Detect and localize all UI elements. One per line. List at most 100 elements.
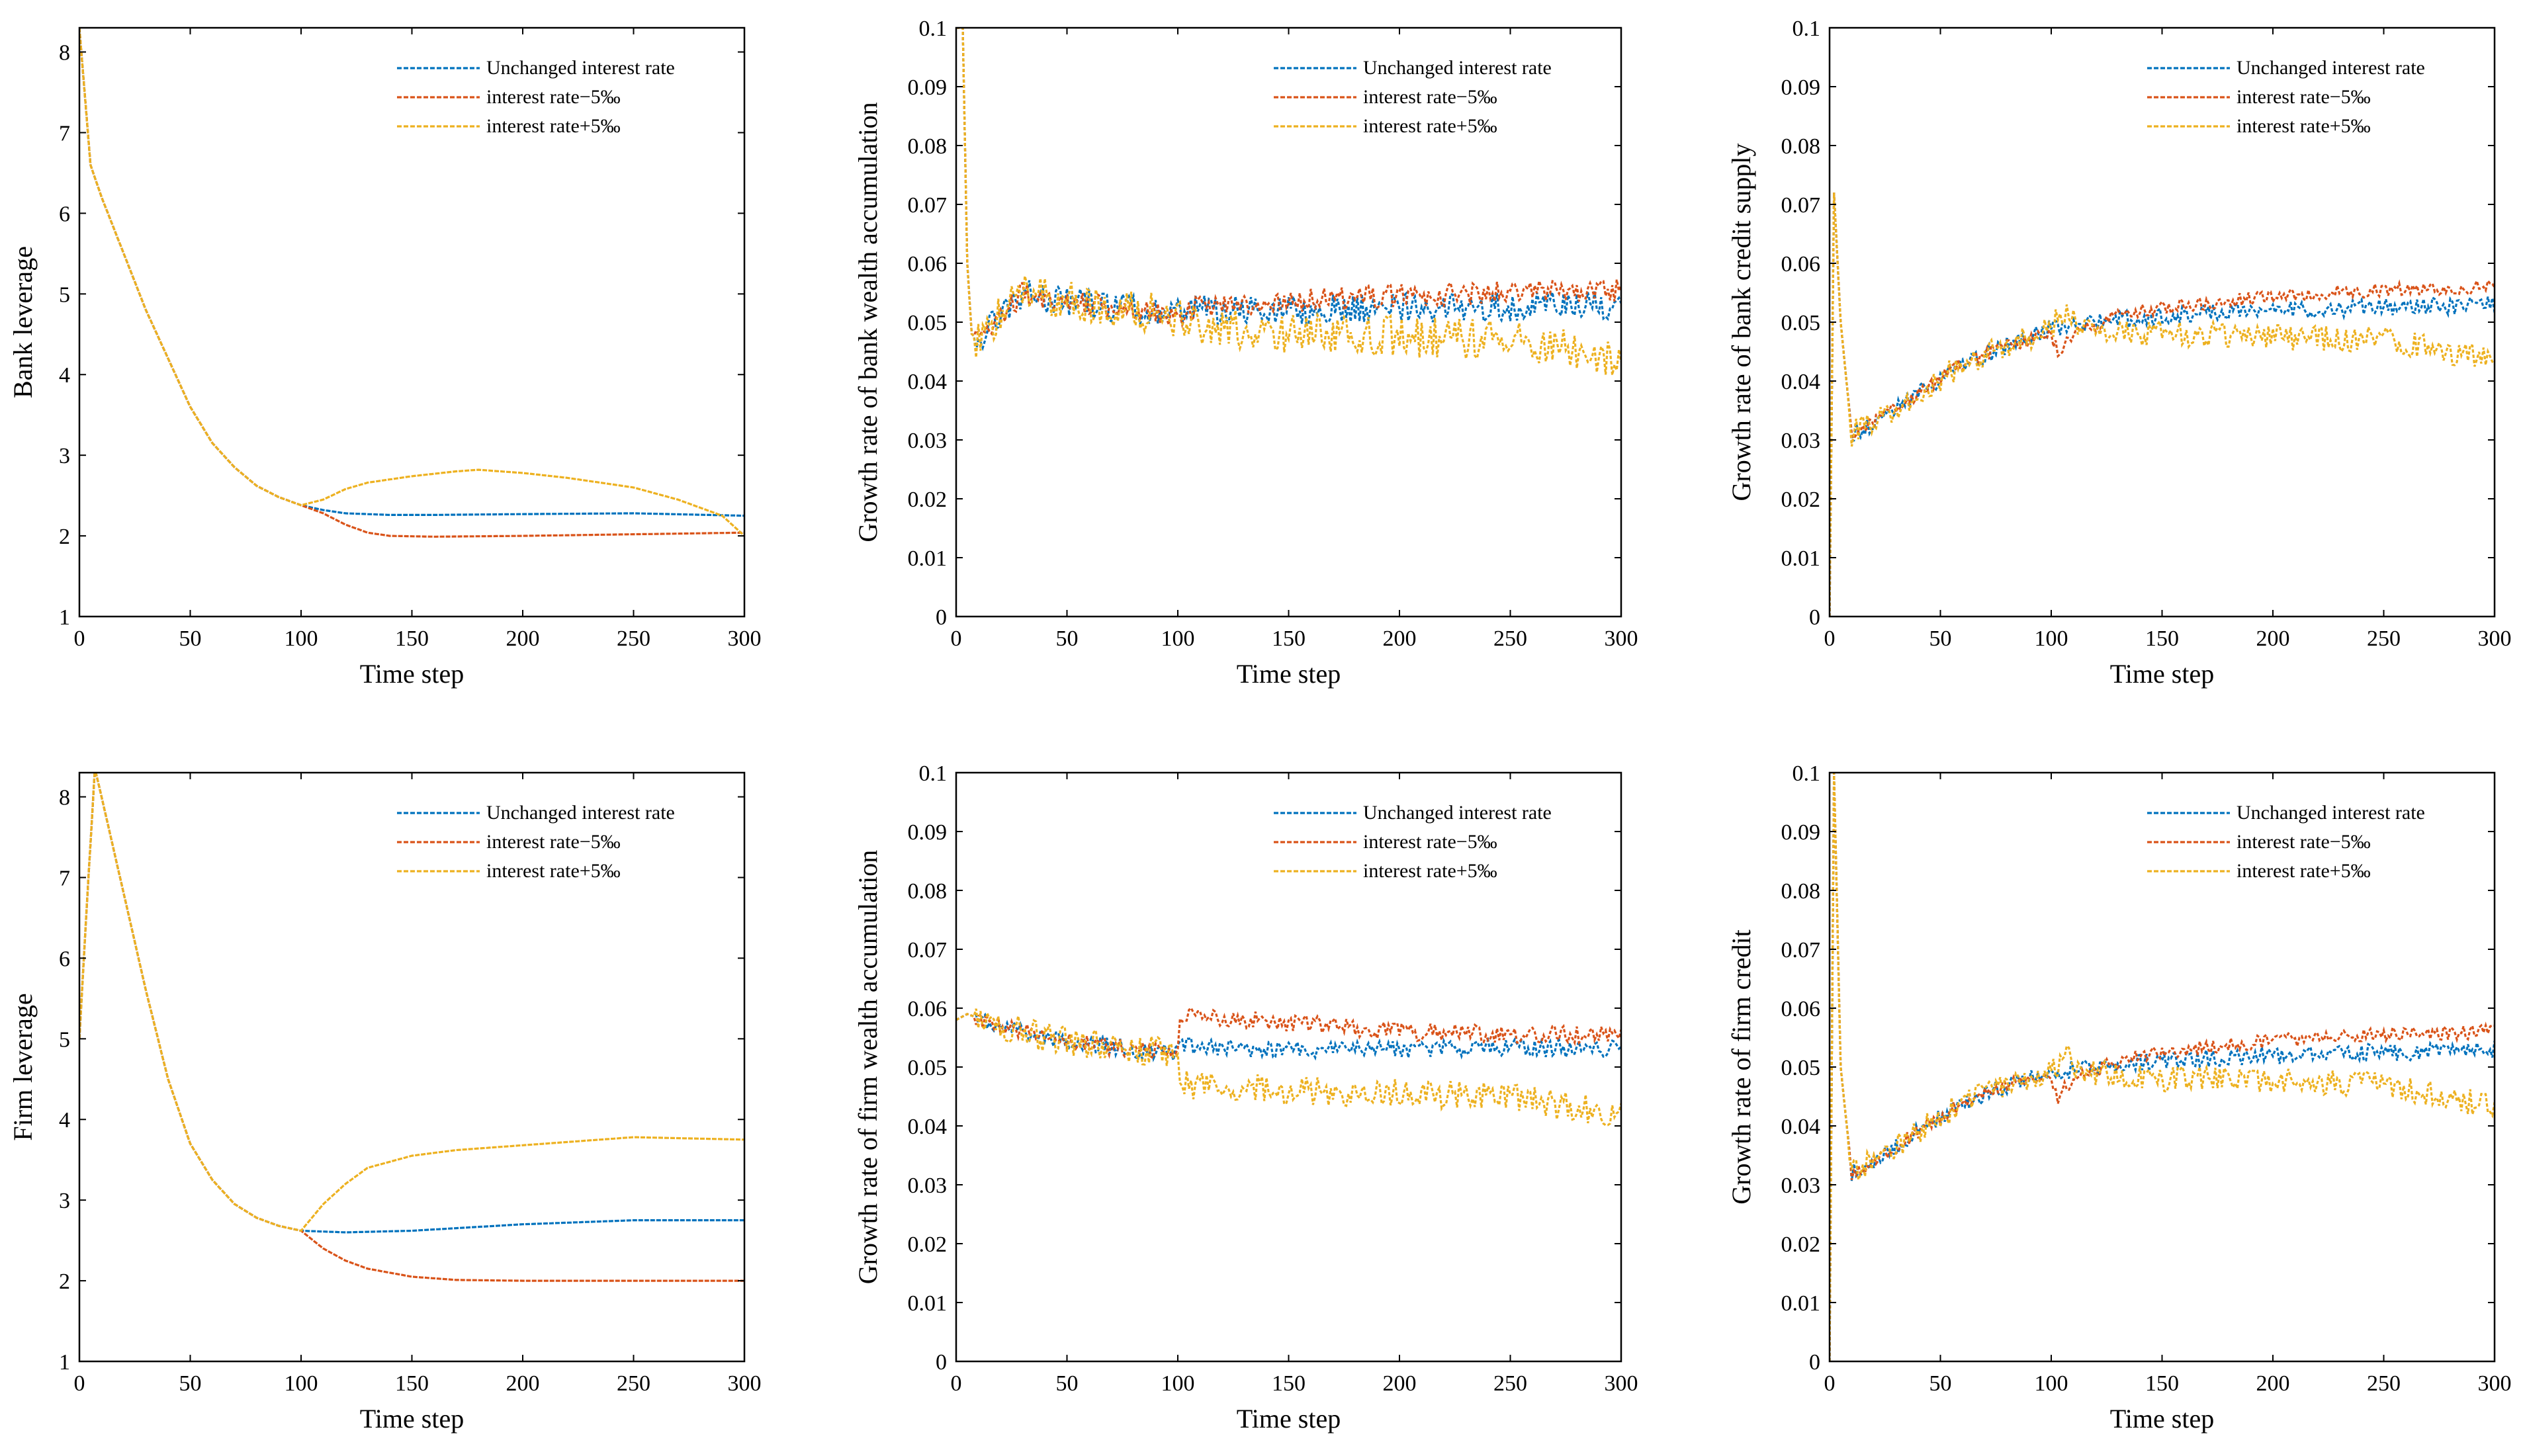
series-line-2 xyxy=(1830,193,2495,617)
x-tick-label: 50 xyxy=(1929,626,1952,651)
x-tick-label: 200 xyxy=(506,1371,540,1396)
x-tick-label: 0 xyxy=(951,1371,962,1396)
y-tick-label: 0 xyxy=(1809,605,1820,630)
y-tick-label: 0.06 xyxy=(908,252,948,277)
y-tick-label: 0.06 xyxy=(908,997,948,1021)
y-tick-label: 0.02 xyxy=(908,488,948,512)
plot-frame xyxy=(955,26,1622,618)
plot-frame xyxy=(78,771,746,1363)
x-tick-label: 100 xyxy=(1161,626,1195,651)
series-line-1 xyxy=(79,28,744,517)
x-tick-label: 100 xyxy=(285,626,318,651)
chart-panel-3: 0 50 100 150 200 250 300 0 0.01 0.02 0.03 0.04 0.05 0… xyxy=(1726,17,2512,689)
series-group xyxy=(79,773,744,1282)
legend-label-2: interest rate−5‰ xyxy=(2237,86,2371,108)
y-tick-label: 5 xyxy=(59,1027,70,1052)
y-tick-label: 0.1 xyxy=(919,761,948,786)
series-line-2 xyxy=(956,28,1621,338)
y-axis-label: Growth rate of firm wealth accumulation xyxy=(853,850,883,1284)
x-tick-label: 300 xyxy=(1605,626,1638,651)
y-tick-label: 8 xyxy=(59,41,70,65)
legend-label-1: Unchanged interest rate xyxy=(1363,802,1552,824)
x-tick-label: 100 xyxy=(2035,1371,2068,1396)
legend: Unchanged interest rate interest rate−5‰ i… xyxy=(1274,802,1552,882)
x-tick-label: 0 xyxy=(74,1371,85,1396)
series-line-3 xyxy=(1830,773,2495,1361)
x-tick-label: 0 xyxy=(1824,1371,1836,1396)
y-tick-label: 0.09 xyxy=(908,75,948,100)
x-axis-label: Time step xyxy=(1237,659,1341,689)
series-line-3 xyxy=(1830,193,2495,617)
x-axis-label: Time step xyxy=(1237,1404,1341,1434)
legend-label-3: interest rate+5‰ xyxy=(1363,115,1497,137)
legend-label-3: interest rate+5‰ xyxy=(2237,860,2371,882)
y-tick-label: 0.01 xyxy=(1781,1291,1821,1316)
x-tick-label: 250 xyxy=(2367,626,2401,651)
x-tick-label: 150 xyxy=(395,1371,429,1396)
x-tick-label: 100 xyxy=(285,1371,318,1396)
y-tick-label: 8 xyxy=(59,786,70,810)
y-tick-label: 1 xyxy=(59,605,70,630)
legend-label-3: interest rate+5‰ xyxy=(486,115,621,137)
x-tick-label: 50 xyxy=(179,1371,202,1396)
y-tick-label: 3 xyxy=(59,444,70,468)
plot-frame xyxy=(78,26,746,618)
x-tick-label: 300 xyxy=(728,626,762,651)
x-tick-label: 250 xyxy=(2367,1371,2401,1396)
y-tick-label: 0.03 xyxy=(908,1174,948,1198)
x-tick-label: 300 xyxy=(2478,1371,2512,1396)
x-tick-label: 250 xyxy=(617,1371,650,1396)
y-tick-label: 0.05 xyxy=(908,311,948,335)
y-tick-label: 0.07 xyxy=(908,938,948,963)
y-tick-label: 0.09 xyxy=(908,820,948,845)
y-tick-label: 0.02 xyxy=(1781,1232,1821,1257)
y-tick-label: 6 xyxy=(59,202,70,226)
y-tick-label: 0.03 xyxy=(1781,1174,1821,1198)
series-group xyxy=(1830,193,2495,617)
series-line-1 xyxy=(79,773,744,1234)
x-tick-label: 0 xyxy=(74,626,85,651)
x-tick-label: 200 xyxy=(2256,626,2290,651)
x-axis-label: Time step xyxy=(360,1404,464,1434)
x-tick-label: 0 xyxy=(951,626,962,651)
chart-panel-4: 0 50 100 150 200 250 300 1 2 3 4 5 6 7 8 Time step Firm … xyxy=(8,771,762,1434)
y-tick-label: 0.01 xyxy=(1781,546,1821,571)
x-tick-label: 250 xyxy=(617,626,650,651)
chart-panel-5: 0 50 100 150 200 250 300 0 0.01 0.02 0.03 0.04 0.05 0… xyxy=(853,761,1638,1434)
series-line-3 xyxy=(956,1008,1621,1127)
series-group xyxy=(956,1006,1621,1127)
y-tick-label: 0.1 xyxy=(1793,761,1821,786)
legend-label-1: Unchanged interest rate xyxy=(1363,57,1552,79)
x-tick-label: 50 xyxy=(1056,1371,1079,1396)
y-axis-label: Growth rate of firm credit xyxy=(1726,929,1756,1204)
y-tick-label: 7 xyxy=(59,866,70,890)
legend: Unchanged interest rate interest rate−5‰ i… xyxy=(397,802,675,882)
y-tick-label: 4 xyxy=(59,363,70,388)
x-tick-label: 50 xyxy=(1056,626,1079,651)
y-tick-label: 7 xyxy=(59,121,70,146)
chart-panel-1: 0 50 100 150 200 250 300 1 2 3 4 5 6 7 8 Time step Bank … xyxy=(8,26,762,689)
x-tick-label: 200 xyxy=(506,626,540,651)
x-axis-label: Time step xyxy=(2110,1404,2214,1434)
series-group xyxy=(956,28,1621,376)
plot-frame xyxy=(955,771,1622,1363)
y-axis-label: Growth rate of bank wealth accumulation xyxy=(853,102,883,542)
series-line-1 xyxy=(956,28,1621,351)
x-tick-label: 100 xyxy=(1161,1371,1195,1396)
y-tick-label: 0 xyxy=(1809,1350,1820,1375)
y-tick-label: 0.06 xyxy=(1781,997,1821,1021)
legend-label-1: Unchanged interest rate xyxy=(2237,802,2425,824)
x-tick-label: 50 xyxy=(179,626,202,651)
x-tick-label: 250 xyxy=(1493,626,1527,651)
y-tick-label: 0.07 xyxy=(1781,193,1821,218)
x-tick-label: 150 xyxy=(2145,626,2179,651)
x-tick-label: 200 xyxy=(1383,1371,1417,1396)
x-tick-label: 200 xyxy=(2256,1371,2290,1396)
legend-label-3: interest rate+5‰ xyxy=(2237,115,2371,137)
y-tick-label: 0.1 xyxy=(919,17,948,41)
legend-label-2: interest rate−5‰ xyxy=(486,831,621,853)
y-tick-label: 0.04 xyxy=(1781,370,1821,394)
y-tick-label: 3 xyxy=(59,1189,70,1213)
chart-panel-2: 0 50 100 150 200 250 300 0 0.01 0.02 0.03 0.04 0.05 0… xyxy=(853,17,1638,689)
series-line-3 xyxy=(956,28,1621,376)
